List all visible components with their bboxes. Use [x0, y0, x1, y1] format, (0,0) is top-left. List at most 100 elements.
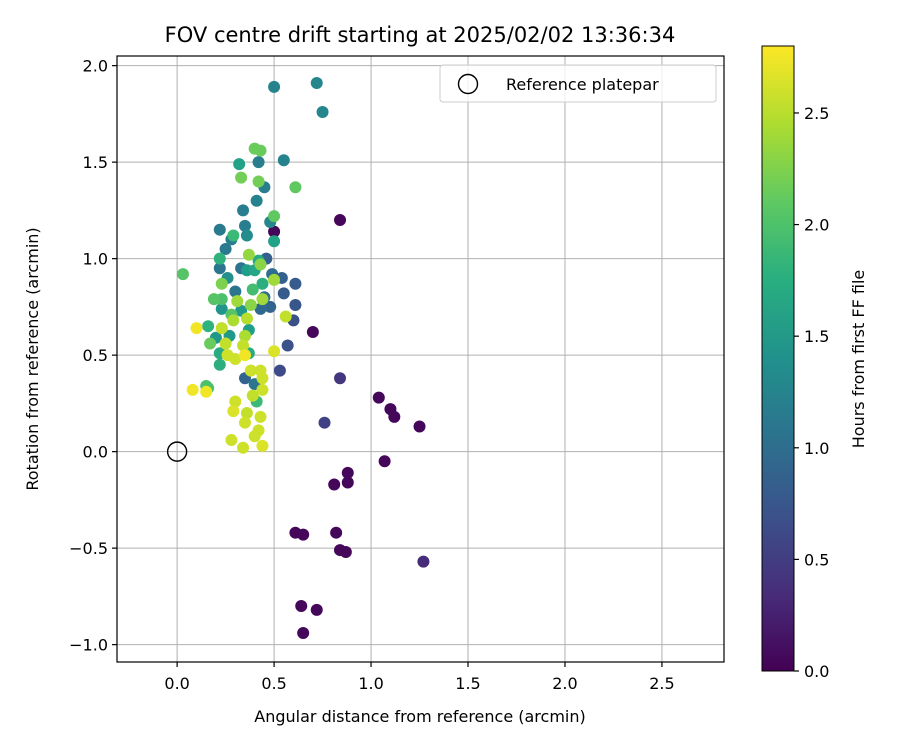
colorbar-tick-label: 1.5	[804, 327, 829, 346]
data-point	[250, 194, 263, 207]
colorbar-gradient	[761, 45, 795, 672]
reference-platepar-marker	[166, 441, 188, 462]
data-point	[225, 434, 238, 447]
data-point	[237, 441, 250, 454]
data-point	[229, 353, 242, 365]
data-point	[388, 410, 401, 423]
x-tick-label: 0.5	[261, 674, 286, 693]
data-point	[237, 204, 250, 217]
data-point	[227, 229, 240, 242]
x-tick-label: 2.5	[649, 674, 674, 693]
data-point	[219, 337, 232, 350]
data-point	[252, 156, 265, 169]
data-point	[417, 555, 430, 568]
x-tick-label: 1.5	[455, 674, 480, 693]
data-point	[240, 312, 253, 325]
y-tick-label: 0.0	[83, 443, 108, 462]
data-point	[334, 372, 347, 385]
data-point	[215, 322, 228, 335]
data-point	[413, 420, 426, 433]
data-point	[256, 372, 269, 385]
data-point	[246, 389, 259, 402]
data-point	[237, 339, 250, 352]
data-point	[268, 80, 281, 93]
data-point	[233, 158, 246, 171]
data-point	[341, 466, 354, 479]
data-point	[219, 242, 232, 255]
data-point	[268, 345, 281, 358]
data-point	[306, 325, 319, 338]
data-point	[316, 105, 329, 118]
data-point	[256, 383, 269, 396]
data-point	[242, 248, 255, 261]
data-point	[330, 526, 343, 539]
data-point	[186, 383, 199, 396]
x-axis-label: Angular distance from reference (arcmin)	[254, 707, 585, 726]
data-point	[273, 364, 286, 377]
data-point	[238, 329, 251, 342]
y-tick-label: 1.0	[83, 250, 108, 269]
y-tick-label: 0.5	[83, 346, 108, 365]
data-point	[238, 349, 251, 362]
data-point	[215, 277, 228, 290]
data-point	[238, 416, 251, 429]
data-point	[295, 600, 308, 613]
y-tick-label: 2.0	[83, 57, 108, 76]
data-point	[213, 223, 226, 236]
colorbar-ticks: 0.0 0.5 1.0 1.5 2.0 2.5	[794, 104, 829, 681]
data-point	[277, 287, 290, 300]
data-point	[227, 314, 240, 327]
data-point	[339, 545, 352, 558]
legend-box	[439, 64, 717, 103]
data-point	[289, 181, 302, 194]
data-point	[310, 603, 323, 616]
legend-entry-label: Reference platepar	[506, 75, 659, 94]
data-point	[204, 337, 217, 350]
data-point	[252, 175, 265, 188]
data-point	[268, 210, 281, 223]
data-point	[231, 295, 244, 308]
data-point	[244, 364, 257, 377]
data-point	[227, 405, 240, 418]
plot-frame	[116, 55, 725, 663]
y-tick-label: −1.0	[69, 636, 108, 655]
chart-title: FOV centre drift starting at 2025/02/02 …	[165, 23, 676, 47]
x-tick-label: 2.0	[552, 674, 577, 693]
colorbar-tick-label: 0.5	[804, 550, 829, 569]
grid	[117, 56, 724, 662]
data-point	[281, 339, 294, 352]
colorbar-tick-label: 1.0	[804, 439, 829, 458]
legend: Reference platepar	[439, 64, 717, 103]
data-point	[372, 391, 385, 404]
y-tick-label: 1.5	[83, 153, 108, 172]
data-point	[277, 154, 290, 167]
data-point	[213, 358, 226, 371]
data-point	[297, 627, 310, 640]
data-point	[268, 273, 281, 286]
x-tick-label: 0.0	[164, 674, 189, 693]
data-point	[176, 268, 189, 281]
data-point	[235, 171, 248, 184]
data-point	[240, 229, 253, 242]
data-point	[254, 144, 267, 157]
colorbar-tick-label: 2.0	[804, 216, 829, 235]
data-point	[229, 285, 242, 298]
data-point	[244, 298, 257, 311]
data-point	[213, 252, 226, 265]
data-point	[268, 235, 281, 248]
data-points	[166, 77, 430, 640]
data-point	[310, 77, 323, 90]
colorbar-label: Hours from first FF file	[849, 270, 868, 449]
data-point	[289, 277, 302, 290]
y-axis-label: Rotation from reference (arcmin)	[23, 227, 42, 490]
data-point	[256, 293, 269, 306]
data-point	[334, 214, 347, 227]
data-point	[202, 320, 215, 333]
data-point	[256, 439, 269, 452]
data-point	[238, 219, 251, 232]
data-point	[200, 385, 213, 398]
data-point	[248, 430, 261, 443]
data-point	[246, 283, 259, 296]
